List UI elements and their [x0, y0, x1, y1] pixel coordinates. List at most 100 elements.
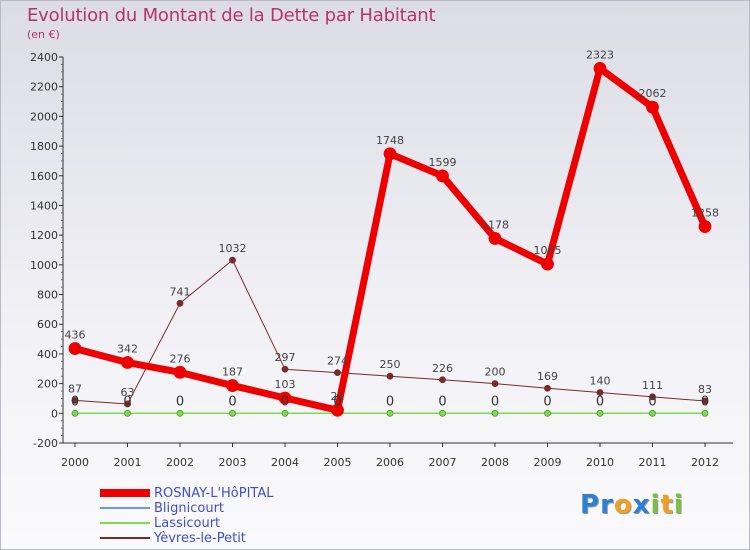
logo-letter: t [660, 490, 674, 520]
data-label: 111 [642, 379, 663, 392]
data-label: 103 [275, 378, 296, 391]
logo-letter: o [613, 490, 633, 520]
data-label: 226 [432, 362, 453, 375]
point-marker-2 [386, 409, 394, 417]
data-label: 21 [331, 390, 345, 403]
data-label: 2062 [639, 87, 667, 100]
x-tick-label: 2011 [639, 456, 667, 469]
data-label: 63 [121, 386, 135, 399]
x-tick-label: 2000 [61, 456, 89, 469]
data-label: 0 [596, 394, 604, 409]
point-marker-0 [383, 147, 397, 161]
data-label: 741 [170, 285, 191, 298]
x-tick-label: 2005 [324, 456, 352, 469]
y-tick-label: 1000 [30, 259, 58, 272]
y-tick-label: 800 [37, 289, 58, 302]
point-marker-3 [439, 376, 446, 384]
point-marker-3 [124, 400, 131, 408]
logo-letter: i [673, 490, 684, 520]
point-marker-3 [596, 389, 604, 396]
data-label: 0 [123, 394, 131, 409]
point-marker-2 [281, 409, 289, 417]
y-tick-label: 2000 [30, 110, 58, 123]
legend-swatch [100, 522, 150, 524]
proxiti-logo: Proxiti [580, 490, 684, 520]
data-label: 2323 [586, 48, 614, 61]
y-tick-label: 1800 [30, 140, 58, 153]
data-label: 0 [281, 394, 289, 409]
legend-swatch [100, 507, 150, 509]
data-label: 1005 [534, 244, 562, 257]
x-tick-label: 2008 [481, 456, 509, 469]
data-label: 276 [170, 352, 191, 365]
point-marker-0 [121, 356, 134, 369]
y-tick-label: 0 [51, 407, 58, 420]
x-tick-label: 2010 [586, 456, 614, 469]
point-marker-0 [646, 100, 659, 114]
data-label: 0 [701, 394, 709, 409]
chart-subtitle: (en €) [27, 28, 60, 41]
data-label: 250 [380, 358, 401, 371]
data-label: 0 [333, 394, 341, 409]
point-marker-0 [278, 391, 292, 405]
data-label: 274 [327, 355, 348, 368]
series-line-3 [74, 259, 706, 405]
data-label: 0 [438, 394, 446, 409]
y-tick-label: 400 [37, 348, 58, 361]
point-marker-0 [331, 403, 344, 417]
point-marker-0 [698, 220, 712, 233]
legend-label: Lassicourt [154, 516, 221, 531]
data-label: 187 [222, 366, 243, 379]
point-marker-3 [491, 380, 499, 388]
data-label: 1748 [376, 134, 404, 147]
data-label: 83 [698, 383, 712, 396]
data-label: 1178 [481, 218, 509, 231]
y-tick-label: 1400 [30, 199, 58, 212]
data-label: 0 [71, 394, 79, 409]
x-tick-label: 2002 [166, 456, 194, 469]
point-marker-2 [649, 409, 656, 417]
point-marker-0 [68, 342, 82, 355]
data-label: 1258 [691, 207, 719, 220]
point-marker-0 [436, 169, 449, 183]
point-marker-3 [229, 256, 236, 264]
point-marker-2 [439, 409, 446, 417]
legend-label: Yèvres-le-Petit [154, 531, 246, 546]
logo-letter: P [580, 490, 601, 520]
point-marker-0 [541, 257, 554, 271]
data-label: 0 [228, 394, 236, 409]
point-marker-3 [334, 369, 341, 377]
legend-swatch [100, 537, 150, 539]
logo-letter: x [632, 490, 651, 520]
data-label: 0 [386, 394, 394, 409]
data-label: 140 [590, 375, 611, 388]
y-tick-label: 1600 [30, 170, 58, 183]
data-label: 200 [485, 366, 506, 379]
point-marker-2 [229, 409, 236, 417]
y-tick-label: 1200 [30, 229, 58, 242]
x-tick-label: 2012 [691, 456, 719, 469]
point-marker-3 [544, 384, 551, 392]
point-marker-2 [124, 409, 131, 417]
x-tick-label: 2006 [376, 456, 404, 469]
point-marker-3 [386, 372, 394, 380]
point-marker-2 [176, 409, 184, 417]
data-label: 297 [275, 351, 296, 364]
data-label: 87 [68, 382, 82, 395]
point-marker-2 [701, 409, 709, 417]
chart-title: Evolution du Montant de la Dette par Hab… [27, 5, 436, 26]
point-marker-3 [701, 397, 709, 405]
data-label: 342 [117, 343, 138, 356]
point-marker-2 [71, 409, 79, 417]
y-tick-label: -200 [33, 437, 58, 450]
point-marker-3 [281, 365, 289, 373]
y-tick-label: 2400 [30, 51, 58, 64]
legend-label: ROSNAY-L'HôPITAL [154, 486, 274, 501]
point-marker-3 [649, 393, 656, 401]
y-tick-label: 2200 [30, 81, 58, 94]
legend-swatch [100, 489, 150, 497]
data-label: 0 [543, 394, 551, 409]
y-tick-label: 200 [37, 378, 58, 391]
logo-letter: r [600, 490, 614, 520]
